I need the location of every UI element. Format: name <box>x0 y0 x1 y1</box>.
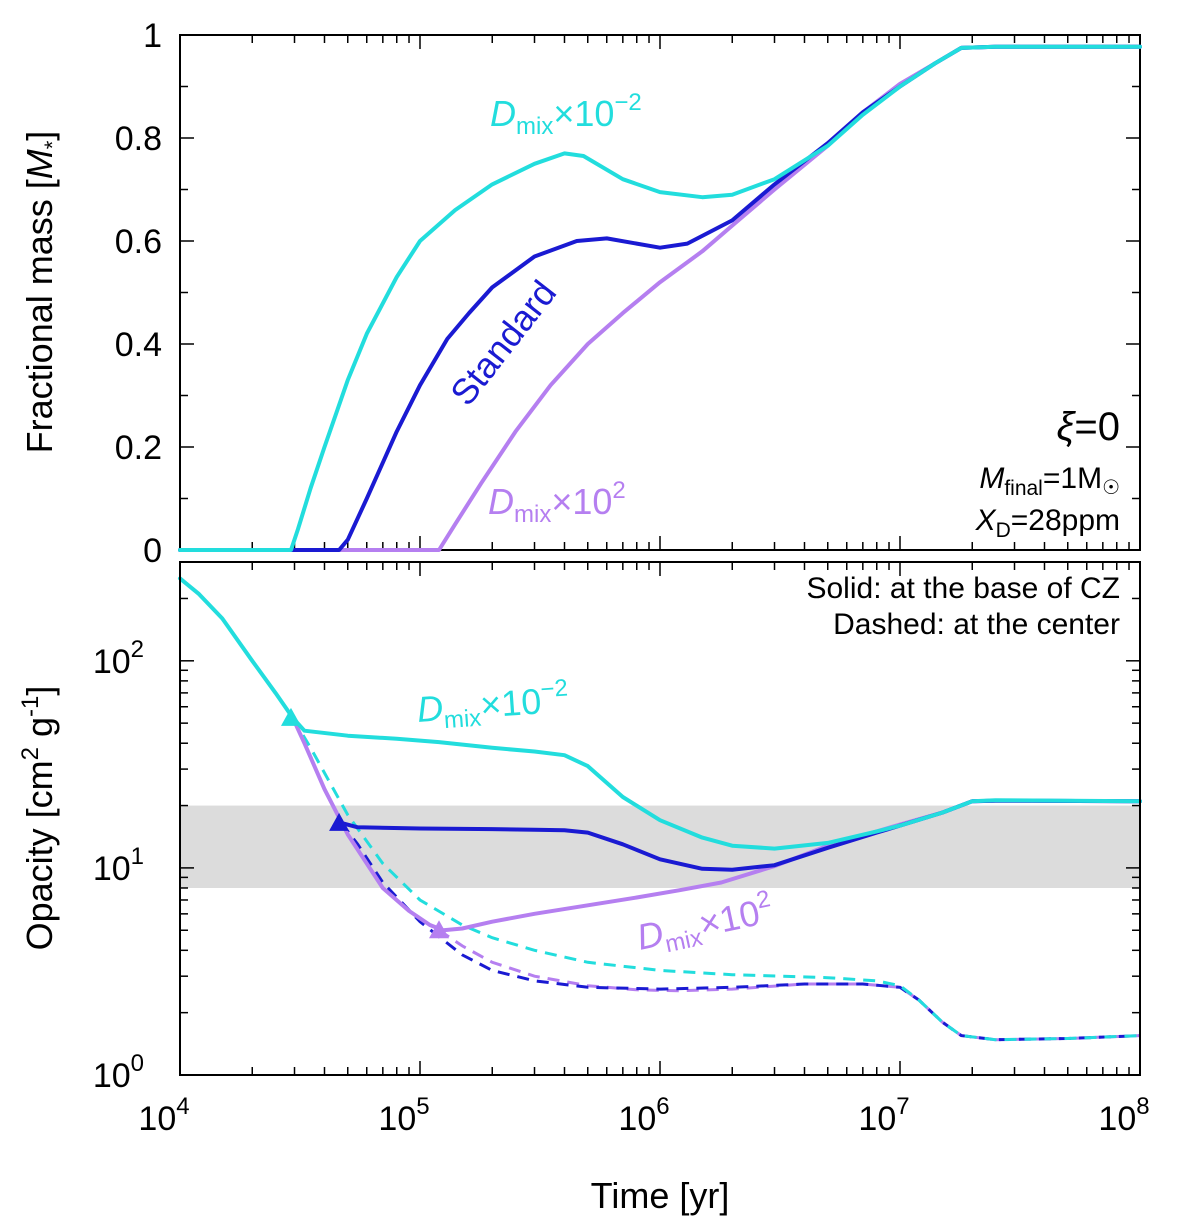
bottom-label-dmix-minus2-main: D <box>416 687 445 730</box>
bottom-label-dmix-minus2: Dmix×10−2 <box>415 675 570 736</box>
bottom-ylabel-mid: g <box>19 717 60 747</box>
x-tick-label: 104 <box>138 1093 189 1138</box>
top-y-tick-label: 0.6 <box>115 223 162 261</box>
y-tick-label-base: 10 <box>93 643 131 681</box>
top-panel: 0 0.2 0.4 0.6 0.8 1 Fractional mass [M*] Dmix… <box>19 17 1142 570</box>
top-label-dmix-2-sub: mix <box>514 501 551 528</box>
bottom-label-dmix-2-main: D <box>633 912 667 958</box>
top-label-dmix-2-exp: 2 <box>612 477 625 504</box>
legend-dashed: Dashed: at the center <box>833 608 1120 641</box>
annotation-xd-main: X <box>975 504 997 537</box>
bottom-label-dmix-2-sub: mix <box>663 924 705 958</box>
annotation-mfinal-sub: final <box>1004 477 1043 500</box>
bottom-ylabel-exp1: 2 <box>17 747 44 760</box>
top-ylabel: Fractional mass [M*] <box>19 131 65 454</box>
bottom-label-dmix-minus2-times: ×10 <box>479 680 543 725</box>
marker-dmix-x10-2 <box>280 707 301 726</box>
annotation-mfinal-main: M <box>979 462 1004 495</box>
top-series-dmix-x10-2 <box>178 44 1142 552</box>
bottom-series <box>178 576 1142 1042</box>
top-y-tick-label: 0.2 <box>115 429 162 467</box>
top-y-tick-label: 0.4 <box>115 326 162 364</box>
x-tick-label: 105 <box>378 1093 429 1138</box>
x-tick-label: 107 <box>858 1093 909 1138</box>
bottom-label-dmix-2-exp: 2 <box>754 885 773 914</box>
bottom-label-dmix-minus2-sub: mix <box>443 705 482 735</box>
annotation-xd-value: =28ppm <box>1011 504 1120 537</box>
x-tick-label-exp: 6 <box>656 1093 669 1120</box>
x-tick-label-exp: 4 <box>176 1093 189 1120</box>
annotation-xi-symbol: ξ <box>1057 405 1077 449</box>
top-label-dmix-2-main: D <box>488 481 514 522</box>
bottom-markers <box>280 707 450 939</box>
top-label-dmix-minus2-main: D <box>490 93 516 134</box>
annotation-xi: ξ=0 <box>1057 405 1120 449</box>
x-axis-title: Time [yr] <box>591 1175 730 1216</box>
top-label-dmix-minus2: Dmix×10−2 <box>490 89 642 140</box>
x-tick-label: 106 <box>618 1093 669 1138</box>
x-tick-label-exp: 5 <box>416 1093 429 1120</box>
top-series <box>178 44 1142 552</box>
bottom-ylabel-pre: Opacity [cm <box>19 760 60 950</box>
annotation-xd-sub: D <box>996 519 1011 542</box>
top-label-dmix-2-times: ×10 <box>551 481 612 522</box>
annotation-mfinal: Mfinal=1M☉ <box>979 462 1120 500</box>
x-tick-label-base: 10 <box>378 1100 416 1138</box>
bottom-label-dmix-2: Dmix×102 <box>632 885 777 964</box>
bottom-ylabel: Opacity [cm2 g-1] <box>17 686 60 951</box>
bottom-label-dmix-minus2-exp: −2 <box>540 675 569 704</box>
top-label-dmix-2: Dmix×102 <box>488 477 626 528</box>
y-tick-label-base: 10 <box>93 850 131 888</box>
annotation-mfinal-value: =1M <box>1043 462 1102 495</box>
annotation-xi-value: =0 <box>1074 405 1120 449</box>
y-tick-label-base: 10 <box>93 1057 131 1095</box>
top-ticks: 0 0.2 0.4 0.6 0.8 1 <box>115 17 1140 570</box>
top-label-dmix-minus2-sub: mix <box>516 113 553 140</box>
bottom-ylabel-exp2: -1 <box>17 696 44 717</box>
y-tick-label-exp: 2 <box>131 636 144 663</box>
bottom-y-tick-label: 101 <box>93 843 144 888</box>
marker-dmix-x102 <box>429 920 450 939</box>
bottom-series-dmix-x102-dashed <box>438 928 1141 1042</box>
marker-standard <box>329 812 350 831</box>
x-tick-label-exp: 7 <box>896 1093 909 1120</box>
annotation-xd: XD=28ppm <box>975 504 1120 542</box>
bottom-ylabel-post: ] <box>19 686 60 696</box>
x-tick-label-base: 10 <box>858 1100 896 1138</box>
top-y-tick-label: 1 <box>143 17 162 55</box>
x-tick-label-base: 10 <box>138 1100 176 1138</box>
bottom-series-standard-dashed <box>340 821 1141 1042</box>
x-tick-label: 108 <box>1098 1093 1149 1138</box>
top-label-dmix-minus2-exp: −2 <box>614 89 641 116</box>
x-tick-label-base: 10 <box>618 1100 656 1138</box>
bottom-label-dmix-2-times: ×10 <box>695 892 763 945</box>
y-tick-label-exp: 1 <box>131 843 144 870</box>
top-label-dmix-minus2-times: ×10 <box>553 93 614 134</box>
top-y-tick-label: 0.8 <box>115 120 162 158</box>
bottom-y-tick-label: 100 <box>93 1050 144 1095</box>
annotation-mfinal-sun: ☉ <box>1102 477 1120 499</box>
x-tick-label-base: 10 <box>1098 1100 1136 1138</box>
y-tick-label-exp: 0 <box>131 1050 144 1077</box>
legend-solid: Solid: at the base of CZ <box>806 572 1120 605</box>
x-tick-label-exp: 8 <box>1136 1093 1149 1120</box>
bottom-series-dmix-x10-2-solid <box>178 576 1142 851</box>
bottom-series-dmix-x10-2-dashed <box>291 717 1141 1042</box>
top-y-tick-label: 0 <box>143 532 162 570</box>
bottom-y-tick-label: 102 <box>93 636 144 681</box>
